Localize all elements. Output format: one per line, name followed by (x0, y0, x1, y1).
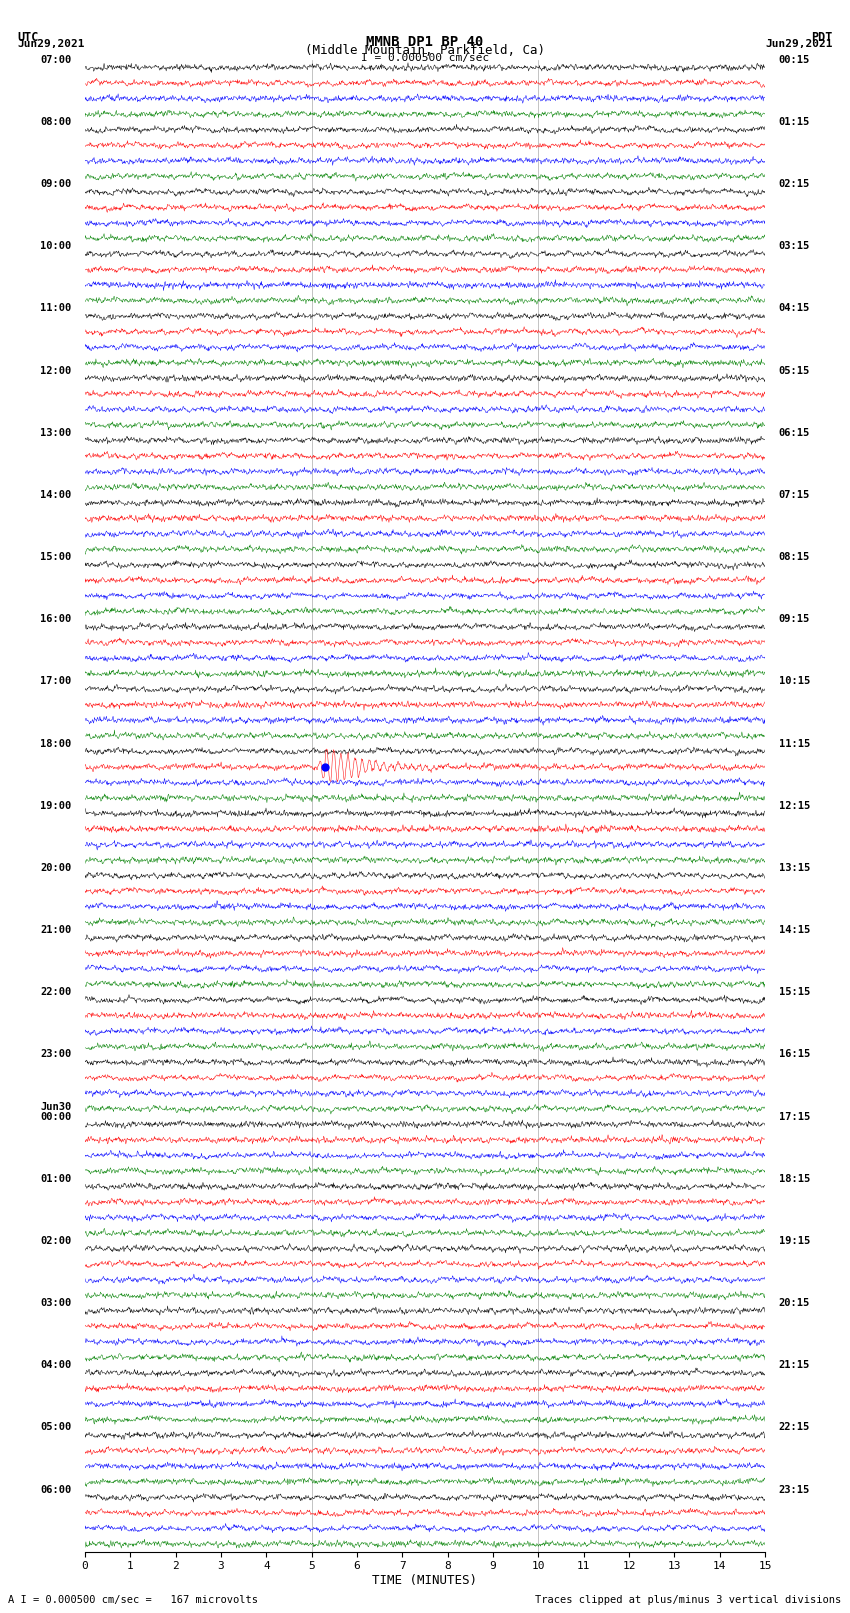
Text: Jun30: Jun30 (40, 1102, 71, 1113)
Text: 00:00: 00:00 (40, 1111, 71, 1121)
Text: 14:15: 14:15 (779, 924, 810, 936)
Text: 00:15: 00:15 (779, 55, 810, 65)
Text: 16:00: 16:00 (40, 615, 71, 624)
Text: 23:15: 23:15 (779, 1484, 810, 1495)
X-axis label: TIME (MINUTES): TIME (MINUTES) (372, 1574, 478, 1587)
Text: 22:00: 22:00 (40, 987, 71, 997)
Text: 17:00: 17:00 (40, 676, 71, 687)
Text: (Middle Mountain, Parkfield, Ca): (Middle Mountain, Parkfield, Ca) (305, 44, 545, 56)
Text: 11:15: 11:15 (779, 739, 810, 748)
Text: 09:00: 09:00 (40, 179, 71, 189)
Text: 23:00: 23:00 (40, 1050, 71, 1060)
Text: 13:15: 13:15 (779, 863, 810, 873)
Text: 11:00: 11:00 (40, 303, 71, 313)
Text: 03:15: 03:15 (779, 242, 810, 252)
Text: 06:00: 06:00 (40, 1484, 71, 1495)
Text: 10:15: 10:15 (779, 676, 810, 687)
Text: 13:00: 13:00 (40, 427, 71, 437)
Text: 02:15: 02:15 (779, 179, 810, 189)
Text: UTC: UTC (17, 31, 38, 44)
Text: 01:00: 01:00 (40, 1174, 71, 1184)
Text: 08:00: 08:00 (40, 116, 71, 127)
Text: 05:00: 05:00 (40, 1423, 71, 1432)
Text: 20:00: 20:00 (40, 863, 71, 873)
Text: 16:15: 16:15 (779, 1050, 810, 1060)
Text: I = 0.000500 cm/sec: I = 0.000500 cm/sec (361, 53, 489, 63)
Text: 05:15: 05:15 (779, 366, 810, 376)
Text: 07:15: 07:15 (779, 490, 810, 500)
Text: 18:00: 18:00 (40, 739, 71, 748)
Text: 19:15: 19:15 (779, 1236, 810, 1245)
Text: 08:15: 08:15 (779, 552, 810, 561)
Text: 17:15: 17:15 (779, 1111, 810, 1121)
Text: 04:00: 04:00 (40, 1360, 71, 1369)
Text: Jun29,2021: Jun29,2021 (766, 39, 833, 48)
Text: 18:15: 18:15 (779, 1174, 810, 1184)
Text: 19:00: 19:00 (40, 800, 71, 811)
Text: 14:00: 14:00 (40, 490, 71, 500)
Text: Jun29,2021: Jun29,2021 (17, 39, 84, 48)
Text: 06:15: 06:15 (779, 427, 810, 437)
Text: 15:15: 15:15 (779, 987, 810, 997)
Text: 04:15: 04:15 (779, 303, 810, 313)
Text: 21:00: 21:00 (40, 924, 71, 936)
Text: 21:15: 21:15 (779, 1360, 810, 1369)
Text: 02:00: 02:00 (40, 1236, 71, 1245)
Text: MMNB DP1 BP 40: MMNB DP1 BP 40 (366, 35, 484, 48)
Text: PDT: PDT (812, 31, 833, 44)
Text: 01:15: 01:15 (779, 116, 810, 127)
Text: A I = 0.000500 cm/sec =   167 microvolts: A I = 0.000500 cm/sec = 167 microvolts (8, 1595, 258, 1605)
Text: 22:15: 22:15 (779, 1423, 810, 1432)
Text: 03:00: 03:00 (40, 1298, 71, 1308)
Text: 09:15: 09:15 (779, 615, 810, 624)
Text: 10:00: 10:00 (40, 242, 71, 252)
Text: 20:15: 20:15 (779, 1298, 810, 1308)
Text: Traces clipped at plus/minus 3 vertical divisions: Traces clipped at plus/minus 3 vertical … (536, 1595, 842, 1605)
Text: 12:00: 12:00 (40, 366, 71, 376)
Text: 12:15: 12:15 (779, 800, 810, 811)
Text: 15:00: 15:00 (40, 552, 71, 561)
Text: 07:00: 07:00 (40, 55, 71, 65)
